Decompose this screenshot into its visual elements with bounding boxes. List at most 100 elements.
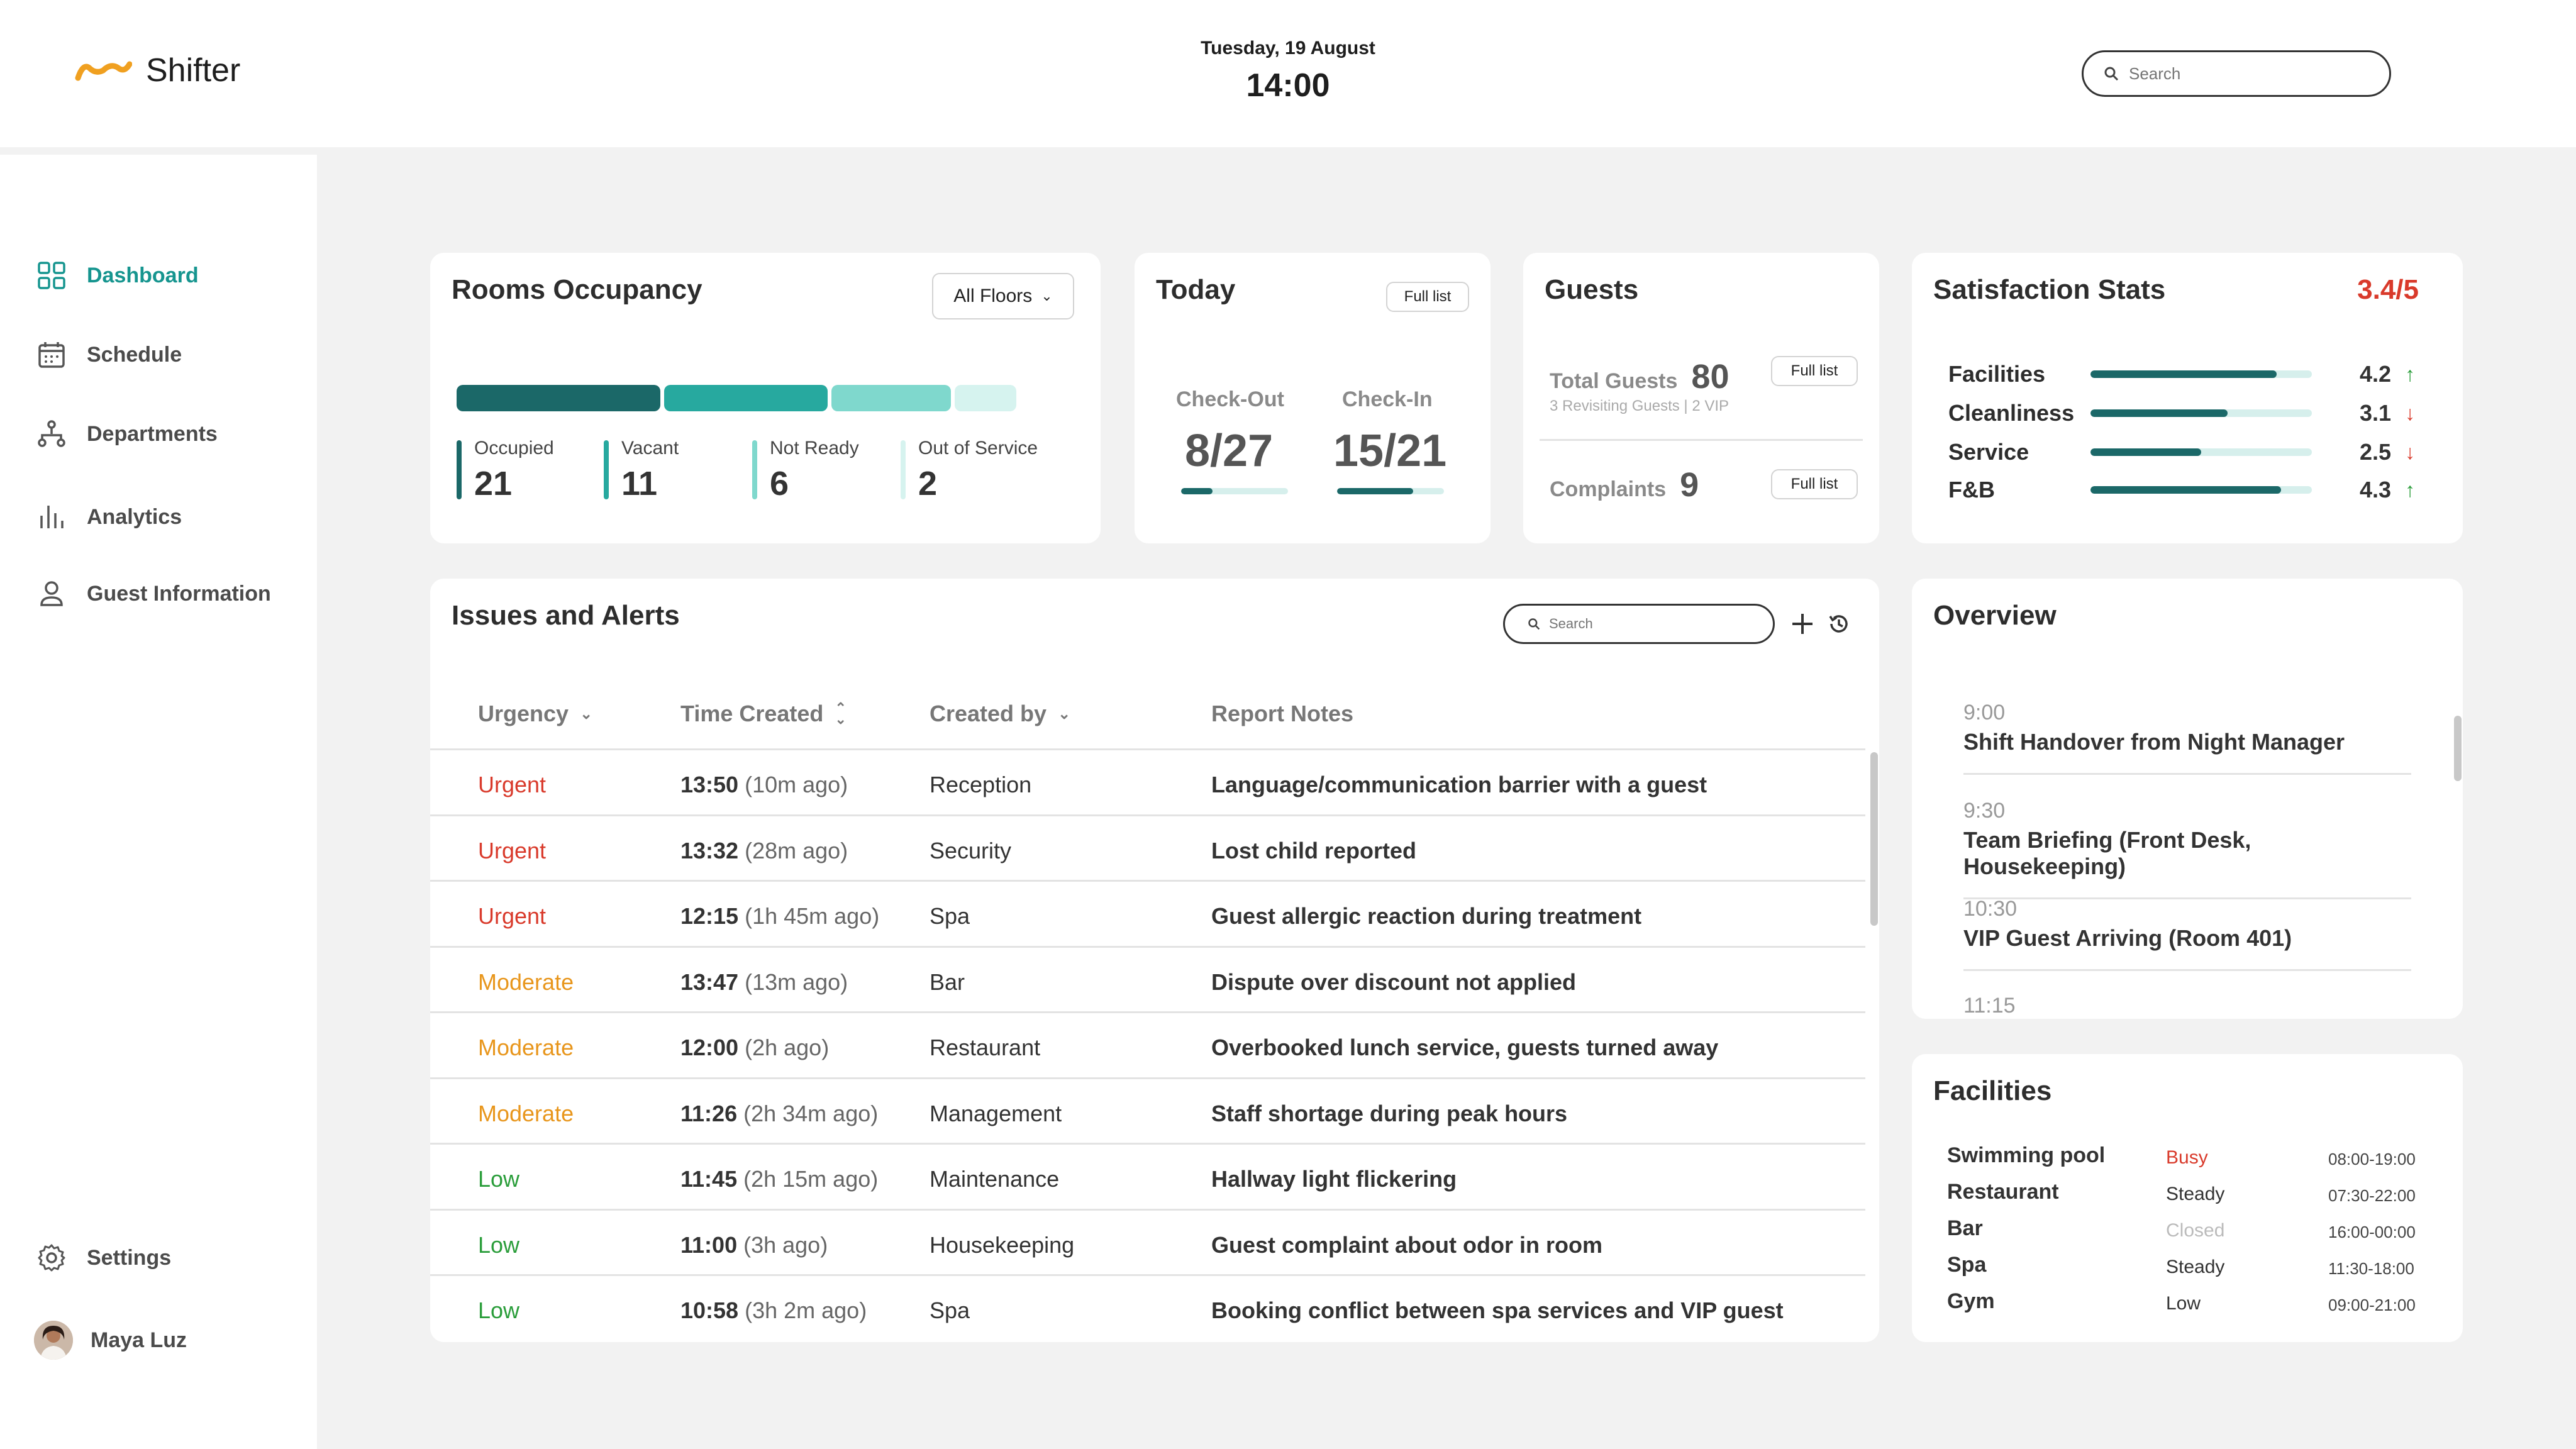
overview-event: Team Briefing (Front Desk, Housekeeping) [1963, 827, 2251, 879]
history-icon[interactable] [1826, 611, 1852, 636]
urgency-cell: Moderate [478, 1035, 574, 1060]
time-header-label: Time Created [680, 701, 824, 726]
time-ago: (2h 15m ago) [743, 1166, 879, 1192]
facilities-card: Facilities [1912, 1054, 2463, 1342]
sidebar-item-guest-information[interactable]: Guest Information [36, 579, 271, 609]
search-icon [2104, 67, 2119, 81]
top-header: Shifter Tuesday, 19 August 14:00 [0, 0, 2576, 147]
checkout-progress [1181, 488, 1288, 494]
table-row[interactable]: Low 10:58 (3h 2m ago) Spa Booking conflict … [430, 1274, 1865, 1340]
time-cell: 11:45 (2h 15m ago) [680, 1166, 878, 1192]
search-icon [1528, 618, 1540, 630]
table-row[interactable]: Urgent 12:15 (1h 45m ago) Spa Guest allergi… [430, 880, 1865, 945]
facility-row: Gym Low 09:00-21:00 [1947, 1285, 2428, 1322]
created-by-cell: Maintenance [930, 1166, 1060, 1192]
urgency-column-header[interactable]: Urgency ⌄ [478, 701, 592, 727]
floor-filter-value: All Floors [953, 286, 1033, 306]
table-row[interactable]: Moderate 11:26 (2h 34m ago) Management Staf… [430, 1077, 1865, 1143]
created-by-column-header[interactable]: Created by ⌄ [930, 701, 1070, 727]
facility-status: Busy [2166, 1147, 2208, 1168]
created-by-cell: Management [930, 1100, 1062, 1126]
complaints-full-list-button[interactable]: Full list [1771, 469, 1858, 499]
table-row[interactable]: Moderate 13:47 (13m ago) Bar Dispute over d… [430, 945, 1865, 1011]
issues-search[interactable] [1503, 604, 1775, 644]
report-notes-cell: Guest allergic reaction during treatment [1211, 903, 1642, 929]
overview-title: Overview [1933, 600, 2057, 631]
satisfaction-bar [2090, 370, 2312, 378]
complaints-label: Complaints [1550, 477, 1667, 501]
total-guests: Total Guests 80 [1550, 357, 1729, 396]
app-logo[interactable]: Shifter [74, 52, 240, 89]
time-ago: (13m ago) [745, 969, 848, 995]
report-notes-cell: Language/communication barrier with a gu… [1211, 772, 1707, 797]
satisfaction-bar [2090, 486, 2312, 494]
sidebar-item-schedule[interactable]: Schedule [36, 340, 182, 370]
sidebar: Dashboard Schedule Departments Analytics… [0, 155, 317, 1449]
issues-title: Issues and Alerts [452, 600, 680, 631]
sidebar-item-label: Analytics [87, 504, 182, 529]
satisfaction-bar-fill [2090, 448, 2201, 456]
checkout-progress-fill [1181, 488, 1213, 494]
sidebar-item-departments[interactable]: Departments [36, 419, 218, 449]
time-ago: (28m ago) [745, 837, 848, 863]
overview-card: Overview 9:00 Shift Handover from Night M… [1912, 579, 2463, 1019]
sidebar-item-label: Dashboard [87, 263, 199, 287]
overview-item[interactable]: 11:15 [1963, 994, 2411, 1019]
bar-chart-icon [40, 506, 64, 528]
time-value: 11:45 [680, 1166, 738, 1192]
facility-hours: 07:30-22:00 [2328, 1186, 2416, 1205]
occupied-bar-segment [457, 385, 660, 411]
overview-event: Shift Handover from Night Manager [1963, 729, 2345, 755]
created-by-cell: Housekeeping [930, 1231, 1075, 1258]
vacant-bar-segment [664, 385, 828, 411]
overview-time: 11:15 [1963, 994, 2016, 1018]
time-column-header[interactable]: Time Created ⌃ ⌄ [680, 701, 847, 727]
table-row[interactable]: Urgent 13:32 (28m ago) Security Lost child … [430, 814, 1865, 880]
issues-search-input[interactable] [1549, 616, 1750, 632]
facility-status: Low [2166, 1293, 2201, 1314]
add-icon[interactable] [1790, 611, 1815, 636]
satisfaction-category: Service [1948, 439, 2029, 465]
sidebar-item-settings[interactable]: Settings [36, 1243, 171, 1273]
guests-full-list-button[interactable]: Full list [1771, 356, 1858, 386]
checkin-progress [1337, 488, 1444, 494]
out-of-service-value: 2 [918, 465, 938, 502]
overview-item[interactable]: 9:30 Team Briefing (Front Desk, Housekeep… [1963, 799, 2411, 899]
time-value: 10:58 [680, 1297, 739, 1323]
chevron-down-icon: ⌄ [1058, 705, 1071, 723]
satisfaction-title: Satisfaction Stats [1933, 274, 2166, 305]
overview-scrollbar[interactable] [2454, 716, 2462, 781]
time-value: 11:00 [680, 1231, 738, 1258]
not-ready-bar-segment [831, 385, 951, 411]
time-ago: (2h ago) [745, 1035, 830, 1060]
table-row[interactable]: Low 11:45 (2h 15m ago) Maintenance Hallway … [430, 1143, 1865, 1208]
time-value: 11:26 [680, 1100, 738, 1126]
table-row[interactable]: Urgent 13:50 (10m ago) Reception Language/c… [430, 748, 1865, 814]
hierarchy-icon [38, 420, 65, 447]
created-by-cell: Bar [930, 969, 965, 995]
sidebar-item-analytics[interactable]: Analytics [36, 502, 182, 532]
facility-hours: 11:30-18:00 [2328, 1259, 2414, 1278]
facility-name: Spa [1947, 1253, 1987, 1277]
urgency-header-label: Urgency [478, 701, 569, 726]
urgency-cell: Low [478, 1231, 520, 1258]
today-full-list-button[interactable]: Full list [1386, 282, 1469, 312]
table-row[interactable]: Moderate 12:00 (2h ago) Restaurant Overbook… [430, 1011, 1865, 1077]
time-value: 13:50 [680, 772, 739, 797]
urgency-cell: Moderate [478, 1100, 574, 1126]
satisfaction-category: Cleanliness [1948, 400, 2075, 426]
global-search[interactable] [2082, 50, 2391, 97]
facility-row: Swimming pool Busy 08:00-19:00 [1947, 1140, 2428, 1176]
satisfaction-score: 4.2 [2360, 361, 2392, 387]
overview-item[interactable]: 9:00 Shift Handover from Night Manager [1963, 701, 2411, 775]
facility-name: Swimming pool [1947, 1143, 2106, 1167]
floor-filter-dropdown[interactable]: All Floors ⌄ [932, 273, 1074, 319]
sidebar-item-dashboard[interactable]: Dashboard [36, 260, 199, 291]
table-row[interactable]: Low 11:00 (3h ago) Housekeeping Guest compl… [430, 1208, 1865, 1274]
user-profile[interactable]: Maya Luz [34, 1321, 187, 1360]
notes-header-label: Report Notes [1211, 701, 1354, 726]
overview-item[interactable]: 10:30 VIP Guest Arriving (Room 401) [1963, 897, 2411, 971]
time-cell: 12:00 (2h ago) [680, 1035, 829, 1061]
global-search-input[interactable] [2129, 64, 2368, 84]
issues-scrollbar[interactable] [1870, 752, 1878, 926]
